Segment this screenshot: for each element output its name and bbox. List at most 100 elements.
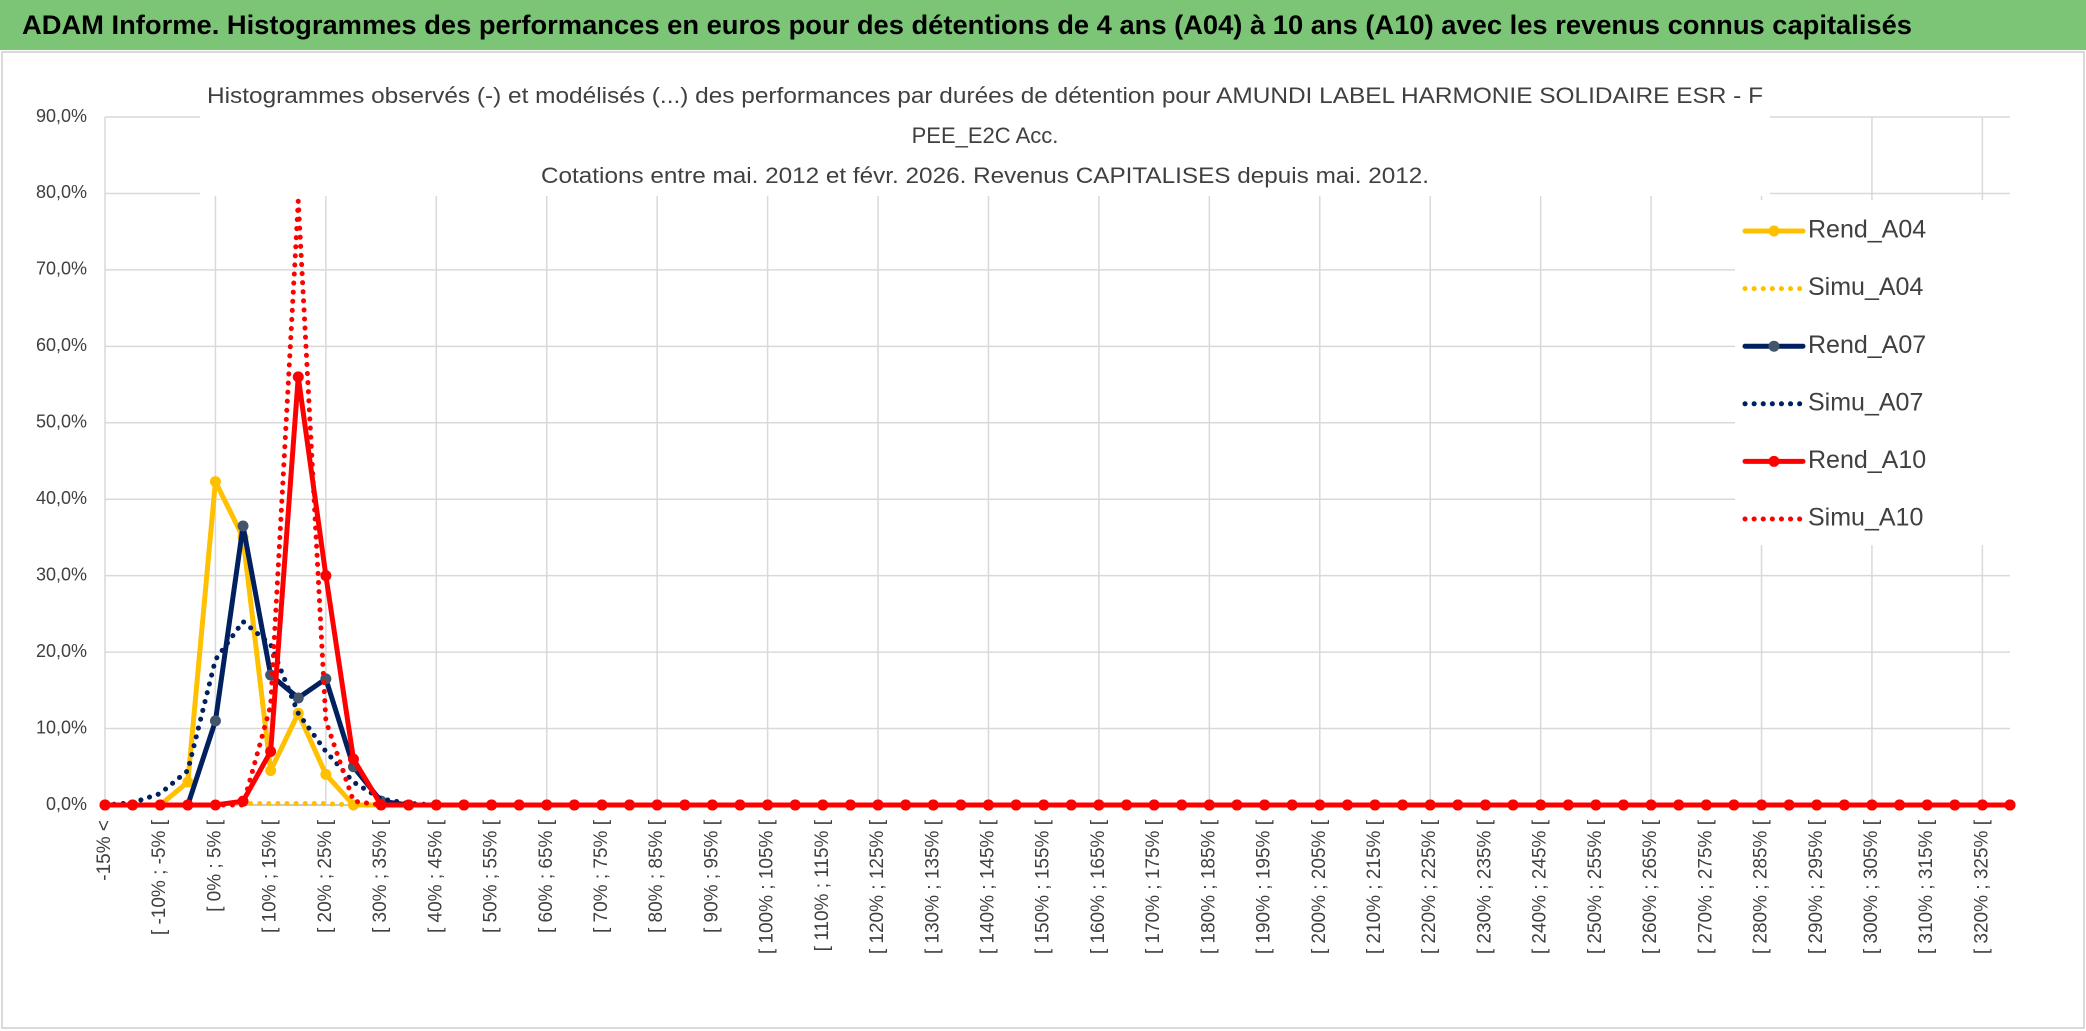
y-tick-label: 40,0% xyxy=(36,488,87,508)
y-tick-label: 80,0% xyxy=(36,182,87,202)
point xyxy=(430,799,442,811)
x-tick-label: [ 10% ; 15% [ xyxy=(260,819,281,933)
y-tick-label: 50,0% xyxy=(36,412,87,432)
point xyxy=(955,799,967,811)
point xyxy=(1866,799,1878,811)
point xyxy=(347,753,359,765)
point xyxy=(1176,799,1188,811)
point xyxy=(1976,799,1988,811)
point xyxy=(209,715,221,727)
point xyxy=(1010,799,1022,811)
chart-title: Histogrammes observés (-) et modélisés (… xyxy=(207,83,1763,108)
point xyxy=(265,765,277,777)
x-tick-label: [ 290% ; 295% [ xyxy=(1806,819,1827,954)
legend-label: Rend_A07 xyxy=(1808,331,1926,359)
x-tick-label: [ 80% ; 85% [ xyxy=(646,819,667,933)
point xyxy=(982,799,994,811)
point xyxy=(1093,799,1105,811)
point xyxy=(1894,799,1906,811)
point xyxy=(1756,799,1768,811)
x-tick-label: [ 240% ; 245% [ xyxy=(1530,819,1551,954)
point xyxy=(1148,799,1160,811)
y-tick-label: 10,0% xyxy=(36,717,87,737)
point xyxy=(292,371,304,383)
series-line xyxy=(102,523,2013,808)
chart-title: PEE_E2C Acc. xyxy=(912,123,1059,148)
legend-label: Rend_A10 xyxy=(1808,446,1926,474)
x-tick-label: [ 260% ; 265% [ xyxy=(1640,819,1661,954)
x-tick-label: [ 300% ; 305% [ xyxy=(1861,819,1882,954)
x-tick-label: [ 150% ; 155% [ xyxy=(1033,819,1054,954)
x-tick-label: [ 20% ; 25% [ xyxy=(315,819,336,933)
point xyxy=(320,570,332,582)
y-tick-label: 90,0% xyxy=(36,106,87,126)
point xyxy=(182,776,194,788)
header-title: ADAM Informe. Histogrammes des performan… xyxy=(22,10,1912,40)
x-tick-label: [ 230% ; 235% [ xyxy=(1474,819,1495,954)
x-tick-label: [ 90% ; 95% [ xyxy=(701,819,722,933)
x-tick-label: [ 60% ; 65% [ xyxy=(536,819,557,933)
x-tick-label: [ 110% ; 115% [ xyxy=(812,819,833,951)
x-tick-label: [ 220% ; 225% [ xyxy=(1419,819,1440,954)
point xyxy=(1838,799,1850,811)
x-tick-label: [ 170% ; 175% [ xyxy=(1143,819,1164,954)
x-tick-label: [ 50% ; 55% [ xyxy=(481,819,502,933)
x-tick-label: [ 200% ; 205% [ xyxy=(1309,819,1330,954)
point xyxy=(237,520,249,532)
x-tick-label: [ 180% ; 185% [ xyxy=(1198,819,1219,954)
point xyxy=(1065,799,1077,811)
point xyxy=(265,745,277,757)
x-tick-label: [ 70% ; 75% [ xyxy=(591,819,612,933)
x-tick-label: [ 210% ; 215% [ xyxy=(1364,819,1385,954)
x-tick-label: [ 30% ; 35% [ xyxy=(370,819,391,933)
title-box xyxy=(200,78,1770,196)
point xyxy=(1728,799,1740,811)
x-tick-label: [ 280% ; 285% [ xyxy=(1751,819,1772,954)
x-tick-label: [ 100% ; 105% [ xyxy=(757,819,778,954)
x-tick-label: [ 130% ; 135% [ xyxy=(922,819,943,954)
point xyxy=(403,799,415,811)
point xyxy=(320,768,332,780)
series-line xyxy=(102,619,2013,808)
legend-marker xyxy=(1768,225,1780,237)
x-tick-label: -15% < xyxy=(94,820,115,881)
x-tick-label: [ 140% ; 145% [ xyxy=(977,819,998,954)
y-tick-label: 70,0% xyxy=(36,259,87,279)
point xyxy=(1949,799,1961,811)
legend xyxy=(1735,200,2010,545)
x-tick-label: [ 320% ; 325% [ xyxy=(1971,819,1992,954)
x-tick-label: [ -10% ; -5% [ xyxy=(149,819,170,935)
x-tick-label: [ 40% ; 45% [ xyxy=(425,819,446,933)
legend-label: Rend_A04 xyxy=(1808,216,1926,244)
x-tick-label: [ 310% ; 315% [ xyxy=(1916,819,1937,954)
header-bar xyxy=(0,0,2086,50)
point xyxy=(292,692,304,704)
chart-border xyxy=(1,51,2085,1029)
y-tick-label: 30,0% xyxy=(36,564,87,584)
legend-marker xyxy=(1768,340,1780,352)
point xyxy=(209,476,221,488)
point xyxy=(1811,799,1823,811)
point xyxy=(1038,799,1050,811)
series-line xyxy=(102,198,2013,808)
point xyxy=(1259,799,1271,811)
x-tick-label: [ 270% ; 275% [ xyxy=(1695,819,1716,954)
legend-label: Simu_A10 xyxy=(1808,504,1923,532)
point xyxy=(2004,799,2016,811)
y-tick-label: 20,0% xyxy=(36,641,87,661)
point xyxy=(927,799,939,811)
point xyxy=(1121,799,1133,811)
series-line xyxy=(102,374,2013,808)
series-line xyxy=(102,479,2013,808)
x-tick-label: [ 0% ; 5% [ xyxy=(204,819,225,912)
legend-label: Simu_A07 xyxy=(1808,388,1923,416)
x-tick-label: [ 120% ; 125% [ xyxy=(867,819,888,954)
x-tick-label: [ 160% ; 165% [ xyxy=(1088,819,1109,954)
point xyxy=(1921,799,1933,811)
legend-marker xyxy=(1768,455,1780,467)
point xyxy=(1783,799,1795,811)
point xyxy=(1231,799,1243,811)
legend-label: Simu_A04 xyxy=(1808,273,1923,301)
